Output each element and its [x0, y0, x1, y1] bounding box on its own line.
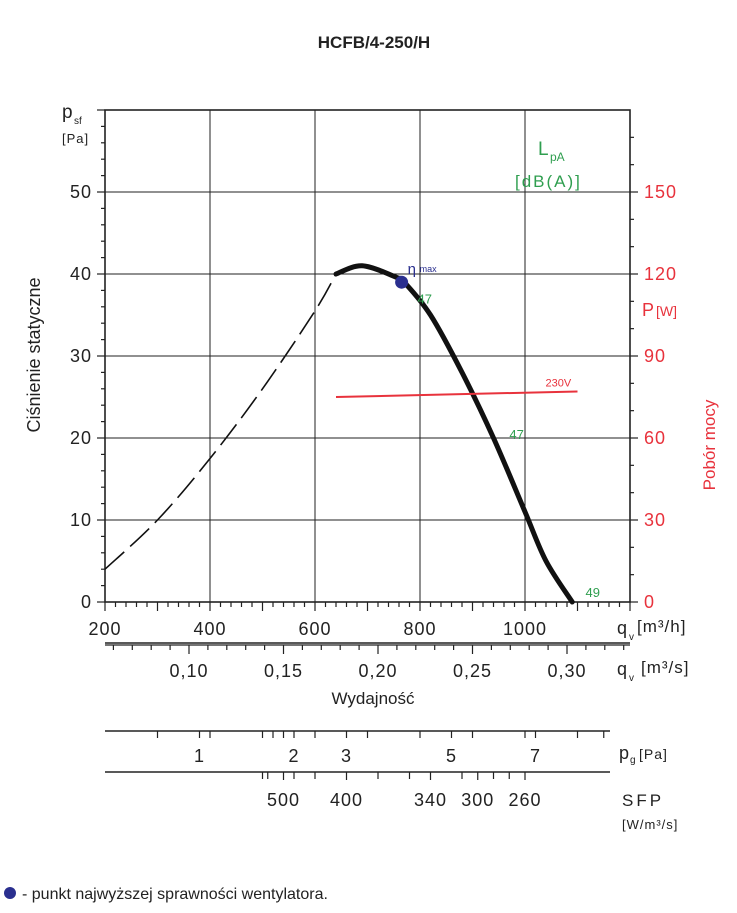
sfp-tick-label: 340 [414, 790, 447, 810]
x-axis-label: Wydajność [332, 689, 415, 708]
x-unit: [m³/h] [637, 617, 686, 636]
y2-unit-bracket: [W] [656, 303, 677, 319]
lpa-sub: pA [550, 150, 565, 164]
noise-label: 47 [509, 427, 523, 442]
pg-symbol: p [619, 743, 629, 763]
y2-axis: 0 30 60 90 120 150 [630, 136, 677, 612]
footnote-text: - punkt najwyższej sprawności wentylator… [22, 886, 328, 903]
x2-tick-label: 0,15 [264, 661, 303, 681]
x-tick-label: 400 [193, 619, 226, 639]
x-tick-label: 1000 [503, 619, 547, 639]
x2-unit-symbol: q [617, 659, 627, 679]
power-curve-230v [335, 390, 578, 398]
pg-tick-label: 1 [194, 746, 205, 766]
x-axis: 200 400 600 800 1000 [88, 602, 631, 644]
y-tick-label: 40 [70, 264, 92, 284]
y2-tick-label: 0 [644, 592, 655, 612]
y-unit: [Pa] [62, 131, 89, 146]
lpa-label: L [538, 139, 549, 160]
x-tick-label: 600 [298, 619, 331, 639]
y-unit-sub: sf [74, 116, 82, 127]
x2-unit: [m³/s] [641, 658, 690, 677]
x-unit-symbol: q [617, 618, 627, 638]
x2-tick-label: 0,30 [547, 661, 586, 681]
y-axis-label: Ciśnienie statyczne [24, 277, 44, 432]
noise-label: 49 [586, 585, 600, 600]
y2-tick-label: 150 [644, 182, 677, 202]
pg-sub: g [630, 755, 636, 766]
y-tick-label: 20 [70, 428, 92, 448]
footnote-bullet [4, 887, 16, 899]
sfp-tick-label: 300 [461, 790, 494, 810]
pg-tick-label: 5 [446, 746, 457, 766]
pressure-curve-dashed [104, 273, 337, 570]
y2-tick-label: 60 [644, 428, 666, 448]
y2-tick-label: 90 [644, 346, 666, 366]
x2-tick-label: 0,10 [169, 661, 208, 681]
x-tick-label: 800 [403, 619, 436, 639]
x-unit-sub: v [629, 632, 634, 643]
x2-tick-label: 0,20 [358, 661, 397, 681]
eta-max-point [395, 275, 409, 289]
pressure-curve [333, 263, 575, 605]
y2-unit-symbol: P [642, 300, 654, 320]
y2-axis-label: Pobór mocy [700, 399, 719, 490]
sfp-tick-label: 500 [267, 790, 300, 810]
y2-tick-label: 30 [644, 510, 666, 530]
y2-tick-label: 120 [644, 264, 677, 284]
power-curve-label: 230V [546, 378, 572, 390]
y-tick-label: 0 [81, 592, 92, 612]
y-axis: 0 10 20 30 40 50 [70, 109, 105, 612]
pg-unit: [Pa] [639, 746, 668, 762]
sfp-tick-label: 400 [330, 790, 363, 810]
y-tick-label: 10 [70, 510, 92, 530]
lpa-unit: [dB(A)] [515, 172, 582, 191]
y-tick-label: 30 [70, 346, 92, 366]
sfp-tick-label: 260 [508, 790, 541, 810]
chart-title: HCFB/4-250/H [318, 33, 430, 52]
x2-axis: 0,10 0,15 0,20 0,25 0,30 [105, 644, 630, 681]
pg-tick-label: 7 [530, 746, 541, 766]
pg-scale: 1 2 3 5 7 [105, 730, 610, 766]
eta-max-label: η [408, 261, 416, 278]
pg-tick-label: 2 [288, 746, 299, 766]
noise-labels: 47 47 49 [418, 292, 600, 601]
x2-unit-sub: v [629, 673, 634, 684]
noise-label: 47 [418, 292, 432, 307]
sfp-label: SFP [622, 791, 664, 810]
x2-tick-label: 0,25 [453, 661, 492, 681]
y-unit-symbol: p [62, 102, 73, 123]
pg-tick-label: 3 [341, 746, 352, 766]
x-tick-label: 200 [88, 619, 121, 639]
sfp-scale: 500 400 340 300 260 [105, 771, 610, 810]
sfp-unit: [W/m³/s] [622, 817, 678, 832]
eta-max-sub: max [420, 264, 438, 274]
y-tick-label: 50 [70, 182, 92, 202]
